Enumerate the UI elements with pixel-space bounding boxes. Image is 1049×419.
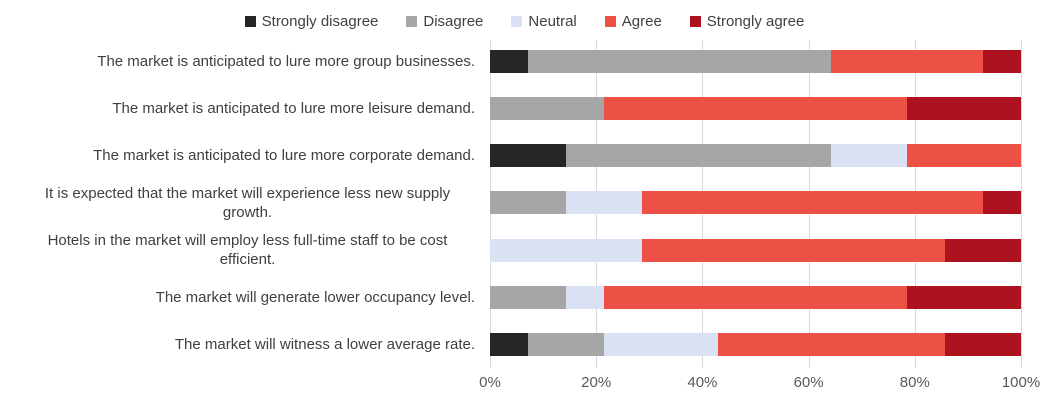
bar-segment-disagree <box>527 332 604 356</box>
legend-item-label: Neutral <box>528 12 577 30</box>
legend-swatch-icon <box>511 15 523 27</box>
stacked-bar <box>490 332 1021 356</box>
x-tick-label: 20% <box>581 374 612 391</box>
bar-segment-agree <box>641 238 946 262</box>
x-tick-label: 40% <box>687 374 718 391</box>
category-label: The market is anticipated to lure more l… <box>0 99 490 118</box>
bar-segment-strongly-agree <box>983 50 1021 74</box>
category-label: Hotels in the market will employ less fu… <box>0 231 490 269</box>
bar-segment-agree <box>641 191 984 215</box>
bar-segment-disagree <box>490 191 566 215</box>
x-tick-label: 100% <box>1001 374 1041 391</box>
category-label: The market is anticipated to lure more g… <box>0 52 490 71</box>
bar-segment-strongly-agree <box>945 332 1021 356</box>
category-label: The market will witness a lower average … <box>0 335 490 354</box>
bar-segment-agree <box>717 332 946 356</box>
stacked-bar <box>490 97 1021 121</box>
bar-segment-agree <box>831 50 984 74</box>
stacked-bar <box>490 285 1021 309</box>
bar-segment-disagree <box>527 50 832 74</box>
chart-row: The market is anticipated to lure more l… <box>0 85 1049 132</box>
category-label-text: Hotels in the market will employ less fu… <box>47 232 448 269</box>
legend-item-strongly-agree: Strongly agree <box>689 12 805 30</box>
legend-item-label: Strongly disagree <box>261 12 379 30</box>
stacked-bar <box>490 144 1021 168</box>
x-tick-label: 0% <box>479 374 501 391</box>
bar-segment-neutral <box>831 144 908 168</box>
category-label-text: The market will generate lower occupancy… <box>155 288 475 306</box>
category-label: The market will generate lower occupancy… <box>0 288 490 307</box>
legend-item-strongly-disagree: Strongly disagree <box>244 12 379 30</box>
bar-segment-neutral <box>603 332 718 356</box>
category-label-text: The market is anticipated to lure more c… <box>93 147 475 165</box>
bar-track <box>490 332 1021 356</box>
category-label: The market is anticipated to lure more c… <box>0 146 490 165</box>
bar-segment-strongly-agree <box>907 285 1021 309</box>
gridline <box>1021 40 1022 368</box>
stacked-bar <box>490 50 1021 74</box>
legend-swatch-icon <box>406 15 418 27</box>
legend-item-neutral: Neutral <box>511 12 577 30</box>
legend-swatch-icon <box>604 15 616 27</box>
stacked-bar <box>490 238 1021 262</box>
bar-segment-neutral <box>565 285 604 309</box>
category-label-text: The market is anticipated to lure more l… <box>112 100 475 118</box>
bar-segment-disagree <box>490 97 604 121</box>
bar-track <box>490 144 1021 168</box>
bar-segment-strongly-disagree <box>490 144 566 168</box>
category-label: It is expected that the market will expe… <box>0 184 490 222</box>
bar-segment-disagree <box>490 285 566 309</box>
legend-item-agree: Agree <box>604 12 662 30</box>
category-label-text: The market is anticipated to lure more g… <box>97 53 475 71</box>
legend-swatch-icon <box>244 15 256 27</box>
chart-row: The market is anticipated to lure more g… <box>0 38 1049 85</box>
bar-track <box>490 285 1021 309</box>
bar-segment-strongly-agree <box>983 191 1021 215</box>
x-tick-label: 80% <box>899 374 930 391</box>
bar-segment-agree <box>907 144 1021 168</box>
bar-track <box>490 191 1021 215</box>
category-label-text: The market will witness a lower average … <box>174 335 475 353</box>
rows: The market is anticipated to lure more g… <box>0 38 1049 368</box>
bar-segment-neutral <box>565 191 642 215</box>
legend-item-label: Disagree <box>423 12 484 30</box>
legend: Strongly disagree Disagree Neutral Agree Str… <box>0 11 1049 31</box>
bar-segment-strongly-agree <box>907 97 1021 121</box>
bar-segment-neutral <box>490 238 642 262</box>
bar-segment-agree <box>603 97 908 121</box>
x-tick-label: 60% <box>793 374 824 391</box>
bar-track <box>490 97 1021 121</box>
bar-segment-disagree <box>565 144 832 168</box>
chart-row: The market will witness a lower average … <box>0 321 1049 368</box>
chart-row: Hotels in the market will employ less fu… <box>0 227 1049 274</box>
legend-swatch-icon <box>689 15 701 27</box>
chart-row: The market will generate lower occupancy… <box>0 274 1049 321</box>
legend-item-disagree: Disagree <box>406 13 483 30</box>
category-label-text: It is expected that the market will expe… <box>44 184 451 221</box>
legend-item-label: Agree <box>621 12 662 30</box>
bar-segment-agree <box>603 285 908 309</box>
bar-segment-strongly-disagree <box>490 332 528 356</box>
bar-track <box>490 50 1021 74</box>
bar-segment-strongly-agree <box>945 238 1021 262</box>
bar-track <box>490 238 1021 262</box>
x-axis: 0% 20% 40% 60% 80% 100% <box>479 374 1040 394</box>
bar-segment-strongly-disagree <box>490 50 528 74</box>
chart-row: It is expected that the market will expe… <box>0 179 1049 226</box>
chart-row: The market is anticipated to lure more c… <box>0 132 1049 179</box>
legend-item-label: Strongly agree <box>706 12 805 30</box>
stacked-bar <box>490 191 1021 215</box>
